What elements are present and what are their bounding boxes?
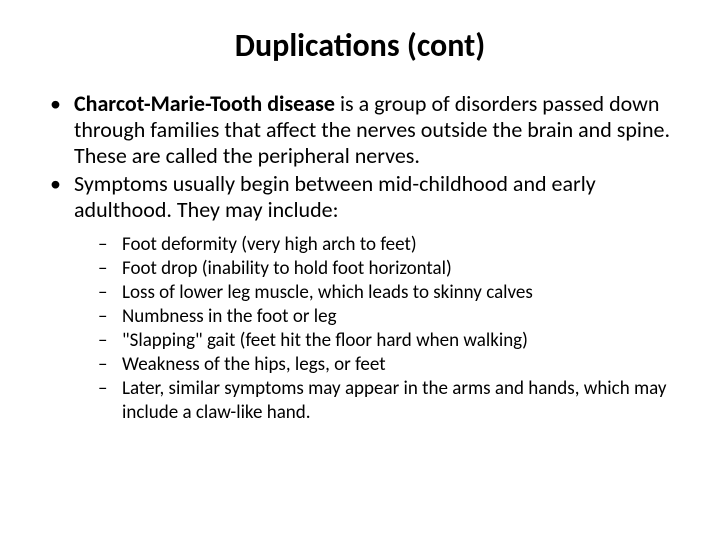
sub-bullet-item: "Slapping" gait (feet hit the floor hard…: [96, 329, 680, 353]
slide-title: Duplications (cont): [40, 26, 680, 65]
bullet-bold-lead: Charcot-Marie-Tooth disease: [74, 90, 335, 117]
sub-bullet-text: Foot deformity (very high arch to feet): [122, 233, 417, 256]
sub-bullet-text: Numbness in the foot or leg: [122, 305, 337, 328]
bullet-text: Symptoms usually begin between mid-child…: [74, 170, 596, 223]
bullet-list-level2: Foot deformity (very high arch to feet) …: [96, 233, 680, 425]
sub-bullet-text: Foot drop (inability to hold foot horizo…: [122, 257, 452, 280]
sub-bullet-text: "Slapping" gait (feet hit the floor hard…: [122, 329, 528, 352]
sub-bullet-text: Loss of lower leg muscle, which leads to…: [122, 281, 533, 304]
sub-bullet-item: Foot deformity (very high arch to feet): [96, 233, 680, 257]
sub-bullet-item: Loss of lower leg muscle, which leads to…: [96, 281, 680, 305]
sub-bullet-text: Later, similar symptoms may appear in th…: [122, 377, 667, 424]
slide: Duplications (cont) Charcot-Marie-Tooth …: [0, 0, 720, 540]
sub-bullet-text: Weakness of the hips, legs, or feet: [122, 353, 386, 376]
bullet-list-level1: Charcot-Marie-Tooth disease is a group o…: [44, 91, 680, 425]
bullet-item: Symptoms usually begin between mid-child…: [44, 171, 680, 425]
bullet-item: Charcot-Marie-Tooth disease is a group o…: [44, 91, 680, 169]
sub-bullet-item: Foot drop (inability to hold foot horizo…: [96, 257, 680, 281]
sub-bullet-item: Weakness of the hips, legs, or feet: [96, 353, 680, 377]
sub-bullet-item: Numbness in the foot or leg: [96, 305, 680, 329]
sub-bullet-item: Later, similar symptoms may appear in th…: [96, 377, 680, 425]
